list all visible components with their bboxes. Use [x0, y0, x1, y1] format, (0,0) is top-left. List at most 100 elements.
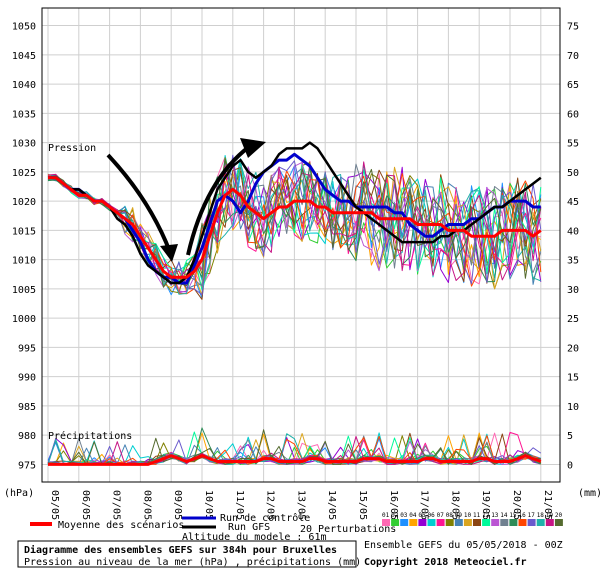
- right-tick-label: 60: [567, 109, 579, 120]
- right-tick-label: 5: [567, 431, 573, 442]
- x-tick-label: 13/05: [295, 490, 306, 520]
- right-tick-label: 40: [567, 226, 579, 237]
- perturbation-codes: 01 02 03 04 05 06 07 08 09 10 11 12 13 14 15 16 17 18 19 20: [382, 512, 563, 526]
- right-axis-unit: (mm): [578, 488, 600, 499]
- perturbation-swatch: [391, 519, 400, 526]
- title-line-1: Diagramme des ensembles GEFS sur 384h po…: [24, 544, 337, 556]
- pressure-label: Pression: [48, 143, 96, 154]
- left-axis-unit: (hPa): [4, 488, 34, 499]
- perturbation-precip-line: [48, 435, 541, 465]
- left-tick-label: 1020: [12, 197, 36, 208]
- perturbation-swatch: [527, 519, 536, 526]
- left-tick-label: 995: [18, 343, 36, 354]
- perturbation-swatch: [554, 519, 563, 526]
- perturbation-code: 14: [500, 512, 508, 519]
- perturbation-code: 13: [491, 512, 499, 519]
- up-arrow: [186, 138, 266, 256]
- x-tick-label: 07/05: [111, 490, 122, 520]
- perturbation-code: 04: [409, 512, 417, 519]
- right-tick-label: 25: [567, 314, 579, 325]
- title-line-2: Pression au niveau de la mer (hPa) , pré…: [24, 556, 361, 568]
- x-tick-label: 17/05: [419, 490, 430, 520]
- perturbation-swatch: [482, 519, 491, 526]
- left-tick-label: 1035: [12, 109, 36, 120]
- right-tick-label: 70: [567, 51, 579, 62]
- x-tick-label: 10/05: [203, 490, 214, 520]
- perturbation-code: 08: [446, 512, 454, 519]
- perturbation-code: 01: [382, 512, 390, 519]
- mean-precip-line: [48, 454, 542, 466]
- perturbation-swatch: [418, 519, 427, 526]
- perturbation-code: 07: [437, 512, 445, 519]
- right-tick-label: 75: [567, 22, 579, 33]
- perturbations-label: 20 Perturbations: [300, 524, 396, 535]
- perturbation-swatch: [445, 519, 454, 526]
- x-tick-label: 11/05: [234, 490, 245, 520]
- perturbation-swatch: [436, 519, 445, 526]
- left-tick-label: 1015: [12, 226, 36, 237]
- right-tick-label: 45: [567, 197, 579, 208]
- perturbation-code: 17: [528, 512, 536, 519]
- x-tick-label: 21/05: [542, 490, 553, 520]
- perturbation-line: [47, 167, 542, 300]
- perturbation-swatch: [427, 519, 436, 526]
- right-tick-label: 20: [567, 343, 579, 354]
- perturbation-swatch: [536, 519, 545, 526]
- perturbation-code: 03: [400, 512, 408, 519]
- x-tick-label: 05/05: [49, 490, 60, 520]
- legend: Moyenne des scénarios Run de contrôle Ru…: [30, 512, 563, 543]
- perturbation-code: 02: [391, 512, 399, 519]
- run-info: Ensemble GEFS du 05/05/2018 - 00Z: [364, 540, 563, 551]
- altitude-label: Altitude du modele : 61m: [182, 532, 327, 543]
- right-tick-label: 30: [567, 285, 579, 296]
- left-tick-label: 990: [18, 373, 36, 384]
- left-tick-label: 980: [18, 431, 36, 442]
- perturbation-swatch: [409, 519, 418, 526]
- right-tick-label: 35: [567, 256, 579, 267]
- x-tick-label: 15/05: [357, 490, 368, 520]
- legend-control-label: Run de contrôle: [220, 512, 310, 524]
- perturbation-swatch: [500, 519, 509, 526]
- right-tick-label: 10: [567, 402, 579, 413]
- chart-series: [47, 141, 542, 466]
- perturbation-code: 09: [455, 512, 463, 519]
- x-tick-label: 09/05: [172, 490, 183, 520]
- legend-gfs-label: Run GFS: [228, 522, 270, 533]
- left-tick-label: 1005: [12, 285, 36, 296]
- perturbation-swatch: [491, 519, 500, 526]
- right-tick-label: 0: [567, 460, 573, 471]
- copyright: Copyright 2018 Meteociel.fr: [364, 556, 527, 568]
- left-tick-label: 985: [18, 402, 36, 413]
- down-arrow: [106, 153, 178, 262]
- x-tick-label: 18/05: [449, 490, 460, 520]
- perturbation-line: [47, 161, 542, 293]
- plot-frame: [41, 7, 561, 483]
- perturbation-swatch: [518, 519, 527, 526]
- perturbation-swatch: [509, 519, 518, 526]
- perturbation-swatch: [473, 519, 481, 526]
- perturbation-precip-line: [47, 435, 541, 465]
- perturbation-code: 12: [482, 512, 490, 519]
- right-tick-label: 15: [567, 373, 579, 384]
- left-tick-label: 1050: [12, 22, 36, 33]
- left-tick-label: 1010: [12, 256, 36, 267]
- x-tick-label: 19/05: [480, 490, 491, 520]
- left-tick-label: 1025: [12, 168, 36, 179]
- right-tick-label: 65: [567, 80, 579, 91]
- left-tick-label: 1040: [12, 80, 36, 91]
- x-tick-label: 14/05: [326, 490, 337, 520]
- perturbation-code: 20: [555, 512, 563, 519]
- x-tick-label: 12/05: [265, 490, 276, 520]
- perturbation-line: [47, 162, 541, 295]
- x-tick-label: 16/05: [388, 490, 399, 520]
- perturbation-code: 10: [464, 512, 472, 519]
- perturbation-line: [47, 159, 542, 288]
- perturbation-code: 19: [546, 512, 554, 519]
- perturbation-code: 06: [428, 512, 436, 519]
- right-tick-label: 50: [567, 168, 579, 179]
- perturbation-code: 16: [519, 512, 527, 519]
- perturbation-code: 11: [473, 512, 481, 519]
- left-tick-label: 1030: [12, 139, 36, 150]
- perturbation-swatch: [400, 519, 409, 526]
